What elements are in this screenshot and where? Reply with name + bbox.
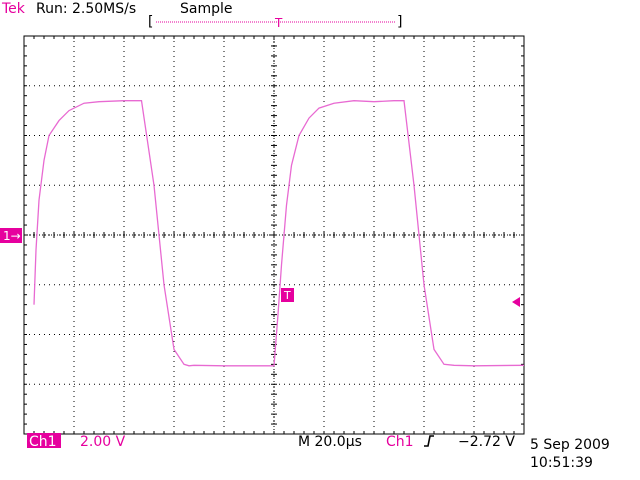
svg-text:[: [	[146, 14, 154, 30]
trigger-point-marker: T	[281, 288, 294, 302]
graticule	[23, 35, 525, 435]
volts-per-div: 2.00 V	[80, 434, 126, 450]
ch1-waveform	[33, 100, 525, 367]
trigger-channel: Ch1	[386, 434, 414, 450]
capture-time: 10:51:39	[530, 455, 593, 471]
ch1-ground-label: 1→	[3, 229, 21, 243]
ch1-ground-marker: 1→	[0, 228, 22, 243]
brand-label: Tek	[1, 1, 26, 17]
timebase: M 20.0µs	[298, 434, 362, 450]
record-window-indicator: [ ] T	[146, 14, 404, 30]
trigger-level-arrow-icon	[512, 297, 520, 307]
rising-edge-icon	[424, 435, 434, 447]
run-status: Run: 2.50MS/s	[36, 1, 136, 17]
acquisition-mode: Sample	[180, 1, 233, 17]
ch1-badge-label: Ch1	[29, 434, 57, 450]
svg-text:]: ]	[396, 14, 404, 30]
trigger-level: −2.72 V	[458, 434, 515, 450]
ch1-badge	[27, 433, 61, 448]
trigger-point-label: T	[283, 289, 291, 302]
capture-date: 5 Sep 2009	[530, 437, 610, 453]
trigger-position-marker-top: T	[274, 16, 283, 30]
